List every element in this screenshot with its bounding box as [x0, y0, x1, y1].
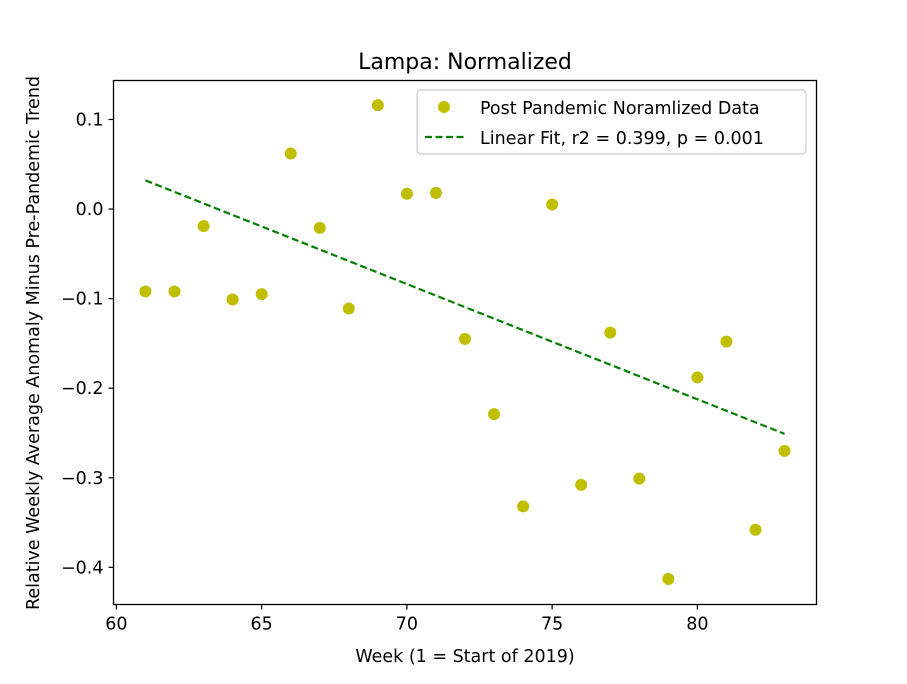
data-point — [604, 326, 617, 339]
data-point — [691, 371, 704, 384]
fit-line-layer — [145, 179, 785, 435]
y-axis: −0.4 −0.3 −0.2 −0.1 0.0 0.1 — [61, 110, 114, 578]
legend-scatter-marker — [438, 101, 450, 113]
y-tick-label: −0.1 — [61, 290, 104, 310]
data-point — [400, 187, 413, 200]
data-point — [546, 198, 559, 211]
data-point — [778, 444, 791, 457]
y-axis-label: Relative Weekly Average Anomaly Minus Pr… — [24, 76, 44, 610]
y-tick-label: 0.0 — [76, 200, 104, 220]
scatter-points — [139, 99, 791, 585]
data-point — [488, 408, 501, 421]
y-tick-label: −0.2 — [61, 379, 104, 399]
data-point — [633, 472, 646, 485]
data-point — [284, 147, 297, 160]
data-point — [749, 523, 762, 536]
data-point — [371, 99, 384, 112]
plot-frame — [112, 79, 818, 606]
data-point — [720, 335, 733, 348]
data-point — [517, 500, 530, 513]
x-tick-label: 70 — [396, 615, 418, 635]
x-tick-label: 80 — [686, 615, 708, 635]
x-axis: 60 65 70 75 80 — [105, 604, 709, 635]
data-point — [662, 572, 675, 585]
chart-title: Lampa: Normalized — [358, 50, 572, 75]
data-point — [459, 332, 471, 345]
fit-line — [145, 179, 785, 435]
data-point — [575, 478, 588, 491]
x-axis-label: Week (1 = Start of 2019) — [355, 647, 574, 667]
data-point — [168, 285, 181, 298]
data-point — [139, 285, 152, 298]
y-tick-label: −0.4 — [61, 558, 104, 578]
data-point — [255, 288, 268, 301]
legend-box — [416, 89, 807, 155]
x-tick-label: 65 — [251, 615, 273, 635]
y-tick-label: −0.3 — [61, 469, 104, 489]
data-point — [342, 302, 355, 315]
data-point — [429, 186, 442, 199]
x-tick-label: 75 — [541, 615, 563, 635]
x-tick-label: 60 — [105, 615, 127, 635]
legend-scatter-label: Post Pandemic Noramlized Data — [480, 99, 760, 119]
legend: Post Pandemic Noramlized Data Linear Fit… — [416, 89, 807, 155]
data-point — [226, 293, 239, 306]
data-point — [197, 220, 210, 233]
y-tick-label: 0.1 — [76, 110, 104, 130]
legend-fit-label: Linear Fit, r2 = 0.399, p = 0.001 — [480, 129, 764, 149]
data-point — [313, 221, 326, 234]
